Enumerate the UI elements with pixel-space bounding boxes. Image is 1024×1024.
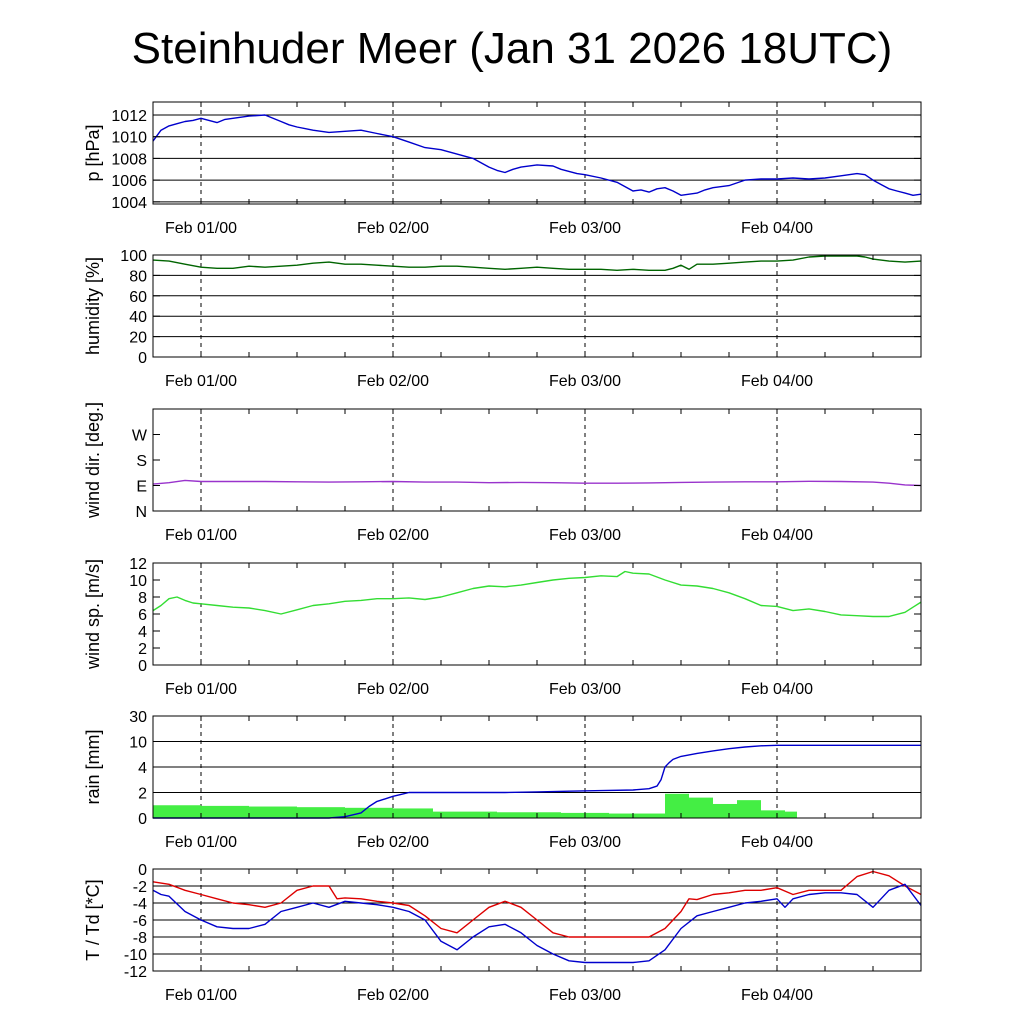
x-tick-label: Feb 02/00 bbox=[357, 681, 429, 698]
y-tick-label: -2 bbox=[133, 879, 147, 896]
y-tick-label: 1008 bbox=[111, 151, 147, 168]
y-tick-label: -8 bbox=[133, 930, 147, 947]
y-axis-label: p [hPa] bbox=[83, 124, 103, 181]
x-tick-label: Feb 04/00 bbox=[741, 220, 813, 237]
y-tick-label: N bbox=[135, 504, 147, 521]
y-tick-label: E bbox=[136, 479, 147, 496]
x-tick-label: Feb 04/00 bbox=[741, 373, 813, 390]
y-axis-label: wind sp. [m/s] bbox=[83, 559, 103, 670]
y-tick-label: S bbox=[136, 453, 147, 470]
y-axis-label: rain [mm] bbox=[83, 729, 103, 804]
y-tick-label: W bbox=[132, 428, 148, 445]
x-tick-label: Feb 04/00 bbox=[741, 834, 813, 851]
x-tick-label: Feb 03/00 bbox=[549, 834, 621, 851]
y-tick-label: 40 bbox=[129, 309, 147, 326]
y-tick-label: 0 bbox=[138, 811, 147, 828]
panel-rain: 0 2 4 10 30 rain [mm] Feb 01/00 Feb 02/00 Feb 03… bbox=[83, 709, 922, 851]
x-tick-label: Feb 04/00 bbox=[741, 527, 813, 544]
panel-frame bbox=[152, 254, 922, 358]
x-tick-label: Feb 01/00 bbox=[165, 527, 237, 544]
y-axis-label: T / Td [*C] bbox=[83, 879, 103, 960]
y-tick-label: 20 bbox=[129, 330, 147, 347]
y-tick-label: 1012 bbox=[111, 108, 147, 125]
series-line-wind-speed bbox=[152, 570, 922, 618]
x-tick-label: Feb 04/00 bbox=[741, 987, 813, 1004]
x-tick-label: Feb 04/00 bbox=[741, 681, 813, 698]
rain-bar bbox=[433, 811, 497, 818]
series-line-td bbox=[152, 883, 922, 964]
x-tick-label: Feb 02/00 bbox=[357, 834, 429, 851]
y-tick-label: 60 bbox=[129, 289, 147, 306]
rain-bar bbox=[249, 806, 297, 818]
y-tick-label: 2 bbox=[138, 786, 147, 803]
y-tick-label: 4 bbox=[138, 760, 147, 777]
x-tick-label: Feb 03/00 bbox=[549, 373, 621, 390]
y-tick-label: 10 bbox=[129, 735, 147, 752]
x-tick-label: Feb 01/00 bbox=[165, 987, 237, 1004]
panel-frame bbox=[152, 101, 922, 205]
y-tick-label: 0 bbox=[138, 658, 147, 675]
rain-bar bbox=[497, 812, 561, 818]
y-tick-label: 1004 bbox=[111, 195, 147, 212]
series-line-pressure bbox=[152, 114, 922, 197]
chart-title: Steinhuder Meer (Jan 31 2026 18UTC) bbox=[131, 24, 893, 73]
y-tick-label: 0 bbox=[138, 350, 147, 367]
x-tick-label: Feb 02/00 bbox=[357, 527, 429, 544]
x-tick-label: Feb 01/00 bbox=[165, 681, 237, 698]
x-tick-label: Feb 01/00 bbox=[165, 373, 237, 390]
y-axis-label: wind dir. [deg.] bbox=[83, 402, 103, 519]
y-tick-label: 1010 bbox=[111, 130, 147, 147]
panel-temperature: -12-10-8-6-4-20 T / Td [*C] Feb 01/00 Feb 0… bbox=[83, 862, 922, 1004]
y-tick-label: 8 bbox=[138, 590, 147, 607]
y-tick-label: 30 bbox=[129, 709, 147, 726]
y-tick-label: -10 bbox=[124, 947, 147, 964]
y-tick-label: 4 bbox=[138, 624, 147, 641]
y-tick-label: -12 bbox=[124, 964, 147, 981]
y-tick-label: 2 bbox=[138, 641, 147, 658]
series-line-humidity bbox=[152, 255, 922, 271]
x-tick-label: Feb 01/00 bbox=[165, 220, 237, 237]
rain-bar bbox=[153, 805, 201, 818]
panel-frame bbox=[152, 408, 922, 512]
y-tick-label: 100 bbox=[120, 248, 147, 265]
rain-bar bbox=[297, 807, 345, 818]
panel-humidity: 0 20 40 60 80 100 humidity [%] Feb 01/00 Feb 02/… bbox=[83, 248, 922, 390]
panel-frame bbox=[152, 562, 922, 666]
panel-frame bbox=[152, 715, 922, 819]
rain-bar bbox=[737, 800, 761, 818]
series-line-t bbox=[152, 870, 922, 938]
y-tick-label: 0 bbox=[138, 862, 147, 879]
rain-bar bbox=[345, 807, 393, 818]
x-tick-label: Feb 02/00 bbox=[357, 987, 429, 1004]
y-axis-label: humidity [%] bbox=[83, 257, 103, 355]
y-tick-label: -6 bbox=[133, 913, 147, 930]
rain-bar bbox=[713, 803, 737, 818]
x-tick-label: Feb 03/00 bbox=[549, 527, 621, 544]
rain-bar bbox=[201, 805, 249, 818]
y-tick-label: 12 bbox=[129, 556, 147, 573]
rain-bar bbox=[665, 793, 689, 818]
y-tick-label: 6 bbox=[138, 607, 147, 624]
x-tick-label: Feb 02/00 bbox=[357, 373, 429, 390]
x-tick-label: Feb 01/00 bbox=[165, 834, 237, 851]
x-tick-label: Feb 03/00 bbox=[549, 987, 621, 1004]
y-tick-label: 1006 bbox=[111, 173, 147, 190]
rain-bar bbox=[609, 813, 665, 818]
panel-frame bbox=[152, 868, 922, 972]
rain-bar bbox=[689, 797, 713, 818]
y-tick-label: -4 bbox=[133, 896, 147, 913]
series-line-wind-direction bbox=[152, 479, 922, 487]
y-tick-label: 80 bbox=[129, 268, 147, 285]
rain-bar bbox=[785, 811, 797, 818]
rain-bar bbox=[761, 810, 785, 818]
y-tick-label: 10 bbox=[129, 573, 147, 590]
rain-bar bbox=[393, 808, 433, 818]
panel-pressure: 1004 1006 1008 1010 1012 p [hPa] Feb 01/00 Feb … bbox=[83, 101, 922, 237]
x-tick-label: Feb 03/00 bbox=[549, 220, 621, 237]
x-tick-label: Feb 02/00 bbox=[357, 220, 429, 237]
x-tick-label: Feb 03/00 bbox=[549, 681, 621, 698]
